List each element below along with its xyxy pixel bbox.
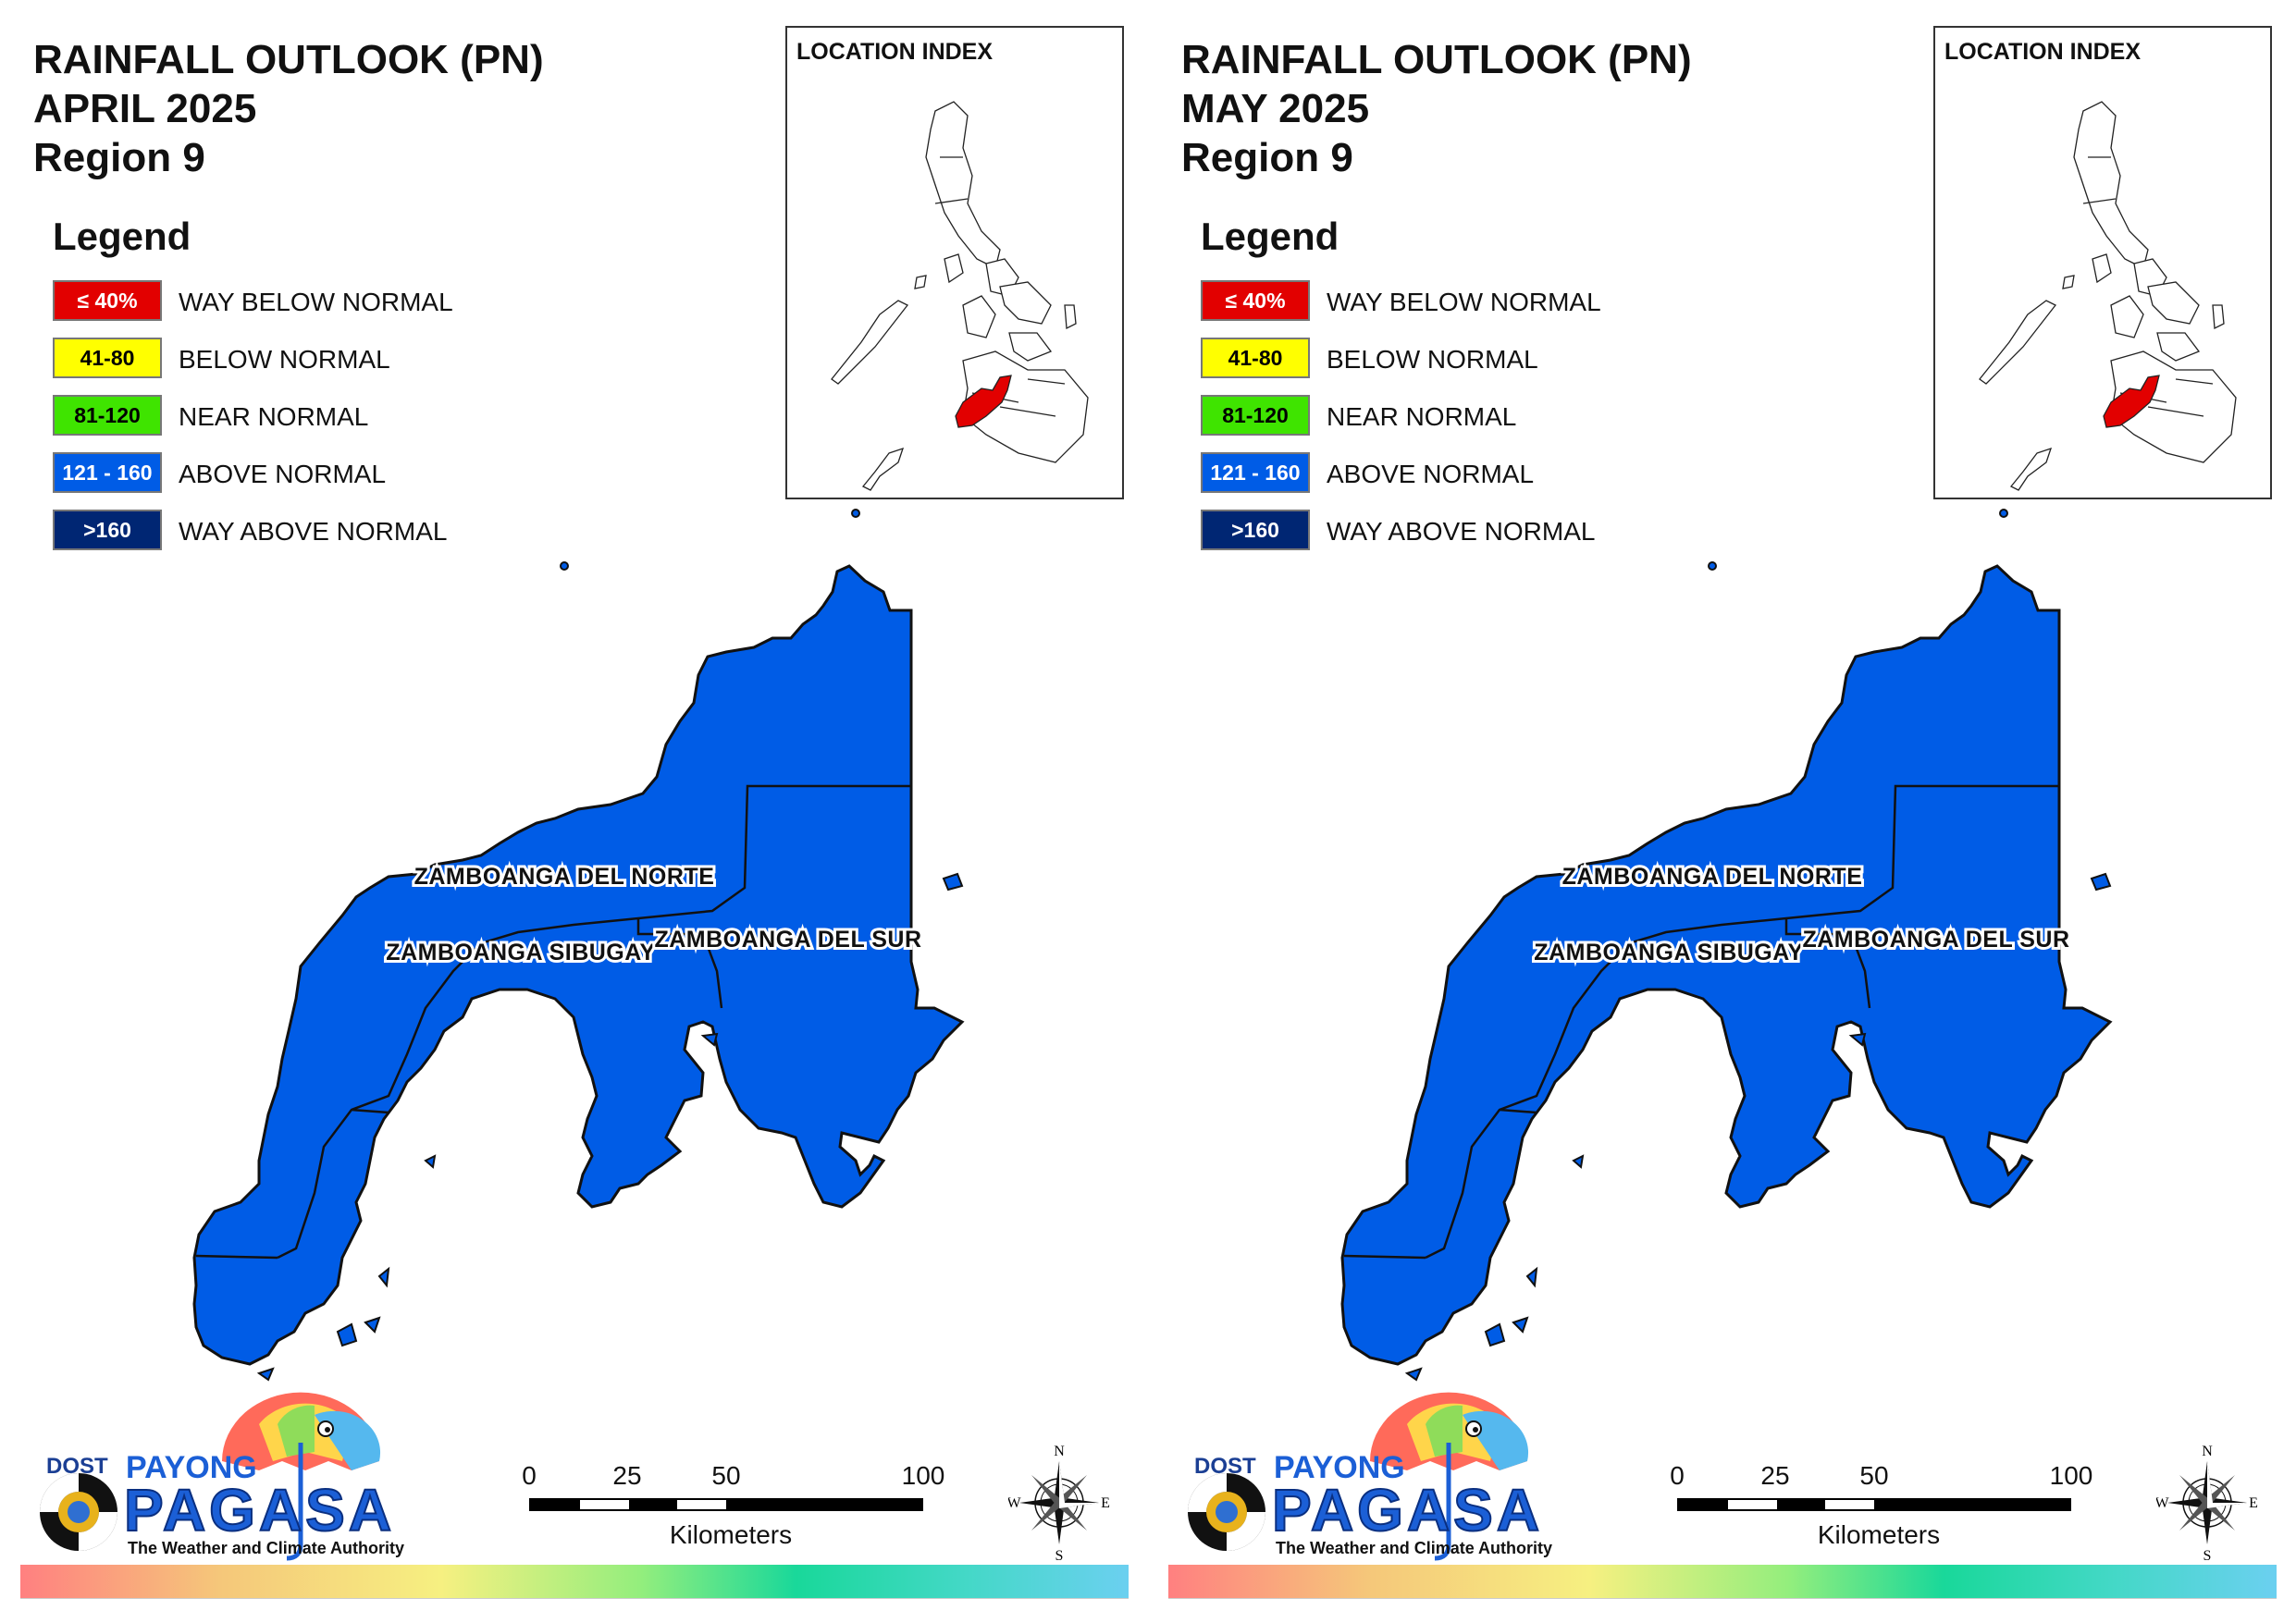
scale-tick: 0 bbox=[1670, 1461, 1685, 1490]
legend-swatch: 41-80 bbox=[53, 338, 162, 378]
label-zamboanga-del-sur: ZAMBOANGA DEL SUR bbox=[1802, 927, 2069, 953]
umbrella-icon bbox=[1188, 1392, 1529, 1561]
logo-payong-text: PAYONG bbox=[126, 1450, 257, 1485]
logo-payong-text: PAYONG bbox=[1274, 1450, 1405, 1485]
footer-gradient-ticks bbox=[20, 1598, 1129, 1610]
compass-e: E bbox=[2249, 1495, 2258, 1511]
compass-w: W bbox=[1008, 1495, 1021, 1511]
logo-pagasa-text: PAGASA bbox=[123, 1476, 396, 1544]
legend-heading: Legend bbox=[1201, 215, 1339, 258]
title-product: RAINFALL OUTLOOK (PN) bbox=[1181, 37, 1692, 82]
footer-gradient-bar bbox=[20, 1565, 1129, 1598]
province-boundaries bbox=[1343, 784, 2059, 1260]
legend-label: WAY ABOVE NORMAL bbox=[1327, 517, 1596, 546]
outlook-panel-may: RAINFALL OUTLOOK (PN) MAY 2025 Region 9 … bbox=[1148, 0, 2296, 1623]
scale-bar: 0 25 50 100 Kilometers bbox=[1666, 1461, 2092, 1563]
legend-label: BELOW NORMAL bbox=[179, 345, 390, 374]
scale-tick: 25 bbox=[612, 1461, 642, 1490]
scale-bar-graphic bbox=[1677, 1498, 2071, 1511]
philippines-outline bbox=[831, 101, 1089, 491]
legend-swatch: ≤ 40% bbox=[1201, 280, 1310, 321]
compass-s: S bbox=[2203, 1548, 2212, 1563]
compass-rose-icon: N E S W bbox=[2156, 1444, 2258, 1563]
umbrella-icon bbox=[40, 1392, 381, 1561]
logo-dost-text: DOST bbox=[1194, 1454, 1256, 1479]
payong-pagasa-logo: DOST PAYONG PAGASA The Weather and Clima… bbox=[37, 1387, 404, 1563]
legend-swatch: 81-120 bbox=[53, 395, 162, 436]
province-boundaries bbox=[195, 784, 911, 1260]
compass-s: S bbox=[1055, 1548, 1064, 1563]
legend-label: NEAR NORMAL bbox=[1327, 402, 1517, 431]
region-9-highlight bbox=[955, 375, 1012, 428]
payong-pagasa-logo: DOST PAYONG PAGASA The Weather and Clima… bbox=[1185, 1387, 1552, 1563]
footer-gradient-bar bbox=[1168, 1565, 2277, 1598]
logo-tagline: The Weather and Climate Authority bbox=[1276, 1539, 1553, 1557]
compass-n: N bbox=[2202, 1444, 2213, 1459]
region-9-highlight bbox=[2103, 375, 2160, 428]
legend-label: NEAR NORMAL bbox=[179, 402, 369, 431]
legend-swatch: 81-120 bbox=[1201, 395, 1310, 436]
scale-tick: 100 bbox=[2049, 1461, 2093, 1490]
legend-swatch: >160 bbox=[53, 510, 162, 550]
label-zamboanga-del-norte: ZAMBOANGA DEL NORTE bbox=[414, 864, 715, 890]
scale-tick: 100 bbox=[901, 1461, 945, 1490]
compass-n: N bbox=[1054, 1444, 1065, 1459]
legend-swatch: ≤ 40% bbox=[53, 280, 162, 321]
legend-label: ABOVE NORMAL bbox=[1327, 460, 1535, 488]
region-9-landmass bbox=[192, 564, 965, 1366]
logo-tagline: The Weather and Climate Authority bbox=[128, 1539, 405, 1557]
title-month: APRIL 2025 bbox=[33, 86, 257, 131]
region-9-map: ZAMBOANGA DEL NORTE ZAMBOANGA SIBUGAY ZA… bbox=[1340, 509, 2113, 1382]
title-region: Region 9 bbox=[33, 135, 205, 180]
scale-tick: 50 bbox=[1859, 1461, 1889, 1490]
location-index-inset: LOCATION INDEX bbox=[785, 26, 1124, 499]
scale-bar: 0 25 50 100 Kilometers bbox=[518, 1461, 944, 1563]
legend-label: ABOVE NORMAL bbox=[179, 460, 387, 488]
philippines-outline bbox=[1979, 101, 2237, 491]
scale-tick: 0 bbox=[522, 1461, 537, 1490]
label-zamboanga-sibugay: ZAMBOANGA SIBUGAY bbox=[386, 940, 655, 965]
compass-e: E bbox=[1101, 1495, 1110, 1511]
scale-tick: 25 bbox=[1760, 1461, 1790, 1490]
map-title: RAINFALL OUTLOOK (PN) MAY 2025 Region 9 bbox=[1181, 35, 1692, 182]
title-month: MAY 2025 bbox=[1181, 86, 1370, 131]
footer-gradient-ticks bbox=[1168, 1598, 2277, 1610]
scale-bar-graphic bbox=[529, 1498, 923, 1511]
inset-title: LOCATION INDEX bbox=[1944, 39, 2142, 65]
scale-unit: Kilometers bbox=[1817, 1520, 1941, 1549]
label-zamboanga-del-norte: ZAMBOANGA DEL NORTE bbox=[1562, 864, 1863, 890]
label-zamboanga-sibugay: ZAMBOANGA SIBUGAY bbox=[1534, 940, 1803, 965]
inset-title: LOCATION INDEX bbox=[796, 39, 994, 65]
compass-w: W bbox=[2156, 1495, 2169, 1511]
legend-swatch: 121 - 160 bbox=[1201, 452, 1310, 493]
region-9-landmass bbox=[1340, 564, 2113, 1366]
location-index-inset: LOCATION INDEX bbox=[1933, 26, 2272, 499]
outlook-panel-april: RAINFALL OUTLOOK (PN) APRIL 2025 Region … bbox=[20, 26, 1129, 1610]
scale-unit: Kilometers bbox=[669, 1520, 793, 1549]
legend-label: WAY ABOVE NORMAL bbox=[179, 517, 448, 546]
region-9-map: ZAMBOANGA DEL NORTE ZAMBOANGA SIBUGAY ZA… bbox=[192, 509, 965, 1382]
legend-label: WAY BELOW NORMAL bbox=[1327, 288, 1601, 316]
legend-swatch: >160 bbox=[1201, 510, 1310, 550]
compass-rose-icon: N E S W bbox=[1008, 1444, 1110, 1563]
legend-swatch: 41-80 bbox=[1201, 338, 1310, 378]
legend-swatch: 121 - 160 bbox=[53, 452, 162, 493]
logo-dost-text: DOST bbox=[46, 1454, 108, 1479]
title-product: RAINFALL OUTLOOK (PN) bbox=[33, 37, 544, 82]
map-title: RAINFALL OUTLOOK (PN) APRIL 2025 Region … bbox=[33, 35, 544, 182]
legend-heading: Legend bbox=[53, 215, 191, 258]
label-zamboanga-del-sur: ZAMBOANGA DEL SUR bbox=[654, 927, 921, 953]
legend-label: BELOW NORMAL bbox=[1327, 345, 1538, 374]
logo-pagasa-text: PAGASA bbox=[1271, 1476, 1544, 1544]
title-region: Region 9 bbox=[1181, 135, 1353, 180]
legend-label: WAY BELOW NORMAL bbox=[179, 288, 453, 316]
scale-tick: 50 bbox=[711, 1461, 741, 1490]
